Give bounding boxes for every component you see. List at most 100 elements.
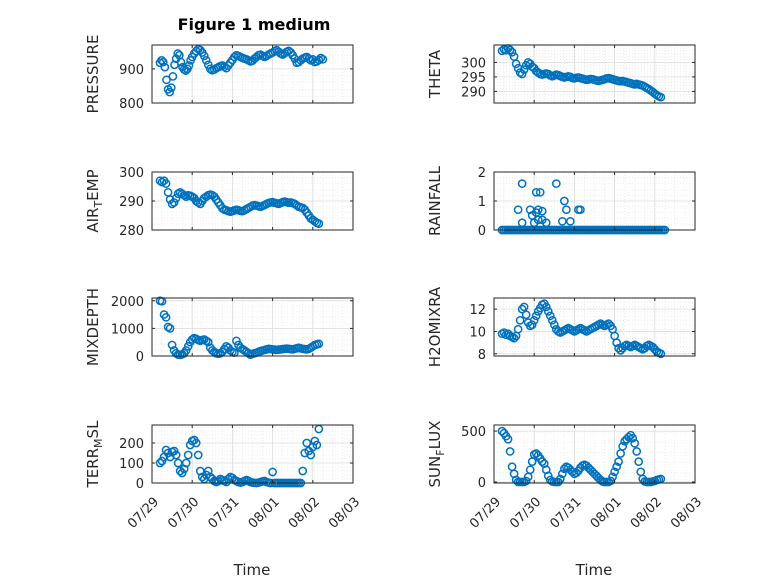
data-point <box>618 442 627 451</box>
data-point <box>193 450 203 460</box>
panel-rainfall: 0 1 2 RAINFALL <box>426 165 696 239</box>
y-tick-label: 0 <box>478 476 486 491</box>
data-point <box>628 433 638 443</box>
data-point <box>173 49 183 58</box>
data-point <box>568 467 577 477</box>
plot-area <box>152 298 353 356</box>
panel-air_temp: 280 290 300 AIRTEMP <box>84 166 354 239</box>
data-point <box>505 447 515 456</box>
data-point <box>193 198 203 207</box>
data-point <box>557 469 567 479</box>
data-point <box>160 62 170 72</box>
data-point <box>171 450 181 460</box>
data-point <box>191 438 201 448</box>
data-point <box>517 69 527 79</box>
data-point <box>521 310 531 320</box>
data-point <box>157 177 167 187</box>
y-tick-label: 12 <box>469 303 486 318</box>
axes-box <box>151 424 354 484</box>
data-point <box>541 302 551 312</box>
data-point <box>168 72 178 81</box>
data-point <box>513 324 523 334</box>
data-point <box>513 205 523 215</box>
data-point <box>549 320 559 330</box>
data-point <box>543 471 553 481</box>
y-tick-label: 2000 <box>111 295 144 310</box>
data-point <box>525 465 535 475</box>
y-axis-label: PRESSURE <box>84 35 102 114</box>
data-point <box>527 320 537 330</box>
data-point <box>551 179 561 188</box>
data-point <box>531 187 541 197</box>
y-tick-label: 280 <box>119 224 144 239</box>
data-point <box>268 467 277 477</box>
data-point <box>557 216 567 226</box>
panel-sun_flux: 0 500 07/29 07/30 07/31 08/01 08/02 08/03 SUNFLU… <box>426 421 705 532</box>
data-point <box>181 346 191 355</box>
data-point <box>195 45 205 55</box>
y-tick-label: 8 <box>478 348 486 363</box>
data-point <box>205 64 215 74</box>
panel-pressure: 800 900 PRESSURE <box>84 35 354 114</box>
data-point <box>566 216 575 226</box>
x-tick-label: 08/03 <box>326 495 363 532</box>
data-point <box>656 92 666 102</box>
data-point <box>513 63 523 73</box>
y-axis-label: TERRMSL <box>84 420 105 489</box>
data-point <box>173 189 183 199</box>
data-point <box>187 335 197 344</box>
data-point <box>312 440 322 450</box>
data-point <box>507 47 517 57</box>
axes-box <box>493 44 696 104</box>
data-point <box>165 324 175 333</box>
data-point <box>169 198 179 207</box>
data-point <box>181 458 191 468</box>
panel-mixdepth: 0 1000 2000 MIXDEPTH <box>84 288 354 366</box>
data-point <box>191 46 201 56</box>
data-point <box>302 438 312 448</box>
data-point <box>220 62 229 72</box>
figure-title: Figure 1 medium <box>178 15 331 34</box>
data-point <box>167 340 177 350</box>
data-point <box>560 464 569 474</box>
data-point <box>167 199 177 209</box>
data-point <box>505 45 515 55</box>
y-axis-label: H2OMIXRA <box>426 286 444 367</box>
data-point <box>314 55 324 65</box>
y-tick-label: 300 <box>461 56 486 71</box>
y-tick-label: 1 <box>478 195 486 210</box>
data-point <box>306 450 316 460</box>
data-point <box>209 347 219 357</box>
data-point <box>199 51 209 61</box>
data-point <box>161 312 171 322</box>
x-tick-label: 07/30 <box>165 495 202 532</box>
x-tick-label: 07/31 <box>205 495 242 532</box>
data-point <box>162 75 171 85</box>
y-tick-label: 295 <box>461 71 486 86</box>
data-point <box>509 333 519 343</box>
panel-h2omixra: 8 10 12 H2OMIXRA <box>426 286 696 367</box>
x-tick-label: 07/31 <box>547 495 584 532</box>
data-point <box>173 458 183 468</box>
data-point <box>533 215 543 225</box>
x-tick-label: 08/01 <box>246 495 283 532</box>
x-tick-label: 07/30 <box>507 495 544 532</box>
y-axis-label: MIXDEPTH <box>84 288 102 366</box>
data-point <box>537 206 547 216</box>
data-point <box>171 193 181 203</box>
data-point <box>612 338 621 347</box>
data-point <box>183 341 193 351</box>
data-point <box>157 56 166 65</box>
y-tick-label: 290 <box>461 85 486 100</box>
y-tick-label: 2 <box>478 166 486 181</box>
data-point <box>176 57 186 67</box>
data-point <box>201 56 211 65</box>
y-tick-label: 10 <box>469 325 486 340</box>
data-point <box>203 337 213 347</box>
data-point <box>298 466 308 476</box>
data-point <box>230 52 239 62</box>
data-point <box>503 434 513 444</box>
y-axis-label: RAINFALL <box>426 165 444 236</box>
data-point <box>517 304 527 314</box>
